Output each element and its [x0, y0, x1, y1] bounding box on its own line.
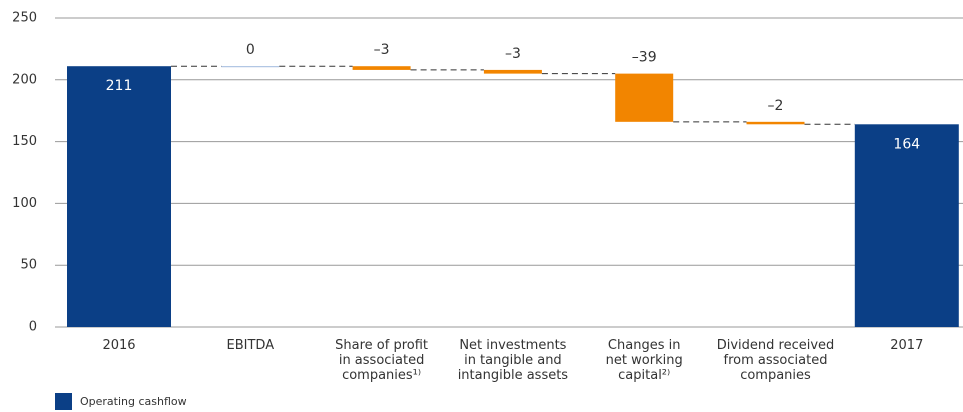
legend-label: Operating cashflow — [80, 395, 187, 408]
value-label: –2 — [768, 98, 784, 114]
y-tick-label: 0 — [29, 320, 37, 335]
value-label: –39 — [632, 50, 657, 66]
bar — [854, 124, 959, 328]
x-tick-label: Changes in net working capital²⁾ — [605, 338, 683, 383]
y-tick-label: 200 — [12, 72, 37, 87]
bar — [221, 66, 280, 68]
bar — [483, 69, 542, 74]
y-tick-label: 50 — [20, 258, 37, 273]
x-tick-label: Net investments in tangible and intangib… — [457, 338, 569, 383]
bar — [615, 73, 674, 122]
bar — [67, 66, 171, 327]
value-label: 211 — [106, 78, 133, 94]
x-tick-label: 2017 — [890, 338, 924, 353]
y-tick-label: 150 — [12, 134, 37, 149]
value-label: –3 — [374, 42, 390, 58]
y-tick-label: 100 — [12, 196, 37, 211]
x-tick-label: 2016 — [102, 338, 136, 353]
bar — [746, 121, 805, 125]
value-label: 164 — [893, 136, 920, 152]
y-tick-label: 250 — [12, 11, 37, 26]
x-tick-label: Dividend received from associated compan… — [716, 338, 835, 383]
value-label: 0 — [246, 42, 255, 58]
value-label: –3 — [505, 46, 521, 62]
x-tick-label: Share of profit in associated companies¹… — [335, 338, 429, 383]
bar — [352, 66, 411, 70]
legend-swatch — [55, 393, 72, 410]
x-tick-label: EBITDA — [226, 338, 275, 353]
